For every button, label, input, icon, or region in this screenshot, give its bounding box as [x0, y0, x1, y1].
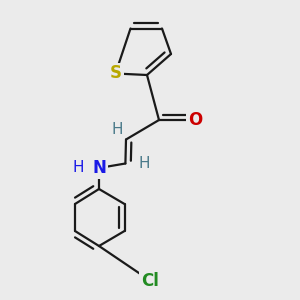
- Text: H: H: [111, 122, 123, 136]
- Text: H: H: [138, 156, 150, 171]
- Text: H: H: [72, 160, 84, 175]
- Text: S: S: [110, 64, 122, 82]
- Text: O: O: [188, 111, 202, 129]
- Text: N: N: [92, 159, 106, 177]
- Text: Cl: Cl: [141, 272, 159, 290]
